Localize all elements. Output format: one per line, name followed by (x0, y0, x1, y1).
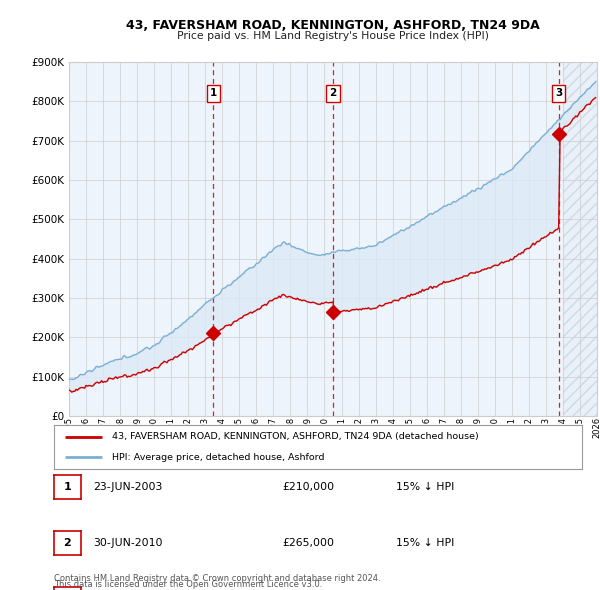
Text: 43, FAVERSHAM ROAD, KENNINGTON, ASHFORD, TN24 9DA: 43, FAVERSHAM ROAD, KENNINGTON, ASHFORD,… (126, 19, 540, 32)
Text: 30-JUN-2010: 30-JUN-2010 (93, 538, 163, 548)
Text: 1: 1 (64, 482, 71, 491)
Text: 2: 2 (64, 538, 71, 548)
Text: 43, FAVERSHAM ROAD, KENNINGTON, ASHFORD, TN24 9DA (detached house): 43, FAVERSHAM ROAD, KENNINGTON, ASHFORD,… (112, 432, 479, 441)
Text: Price paid vs. HM Land Registry's House Price Index (HPI): Price paid vs. HM Land Registry's House … (177, 31, 489, 41)
Text: £210,000: £210,000 (282, 482, 334, 491)
Text: 3: 3 (555, 88, 562, 99)
Text: 23-JUN-2003: 23-JUN-2003 (93, 482, 163, 491)
Text: £265,000: £265,000 (282, 538, 334, 548)
Text: HPI: Average price, detached house, Ashford: HPI: Average price, detached house, Ashf… (112, 453, 325, 461)
Text: 1: 1 (209, 88, 217, 99)
Text: 2: 2 (329, 88, 337, 99)
Text: 15% ↓ HPI: 15% ↓ HPI (396, 538, 454, 548)
Text: This data is licensed under the Open Government Licence v3.0.: This data is licensed under the Open Gov… (54, 581, 322, 589)
Text: 15% ↓ HPI: 15% ↓ HPI (396, 482, 454, 491)
Text: Contains HM Land Registry data © Crown copyright and database right 2024.: Contains HM Land Registry data © Crown c… (54, 574, 380, 583)
Polygon shape (563, 62, 597, 416)
